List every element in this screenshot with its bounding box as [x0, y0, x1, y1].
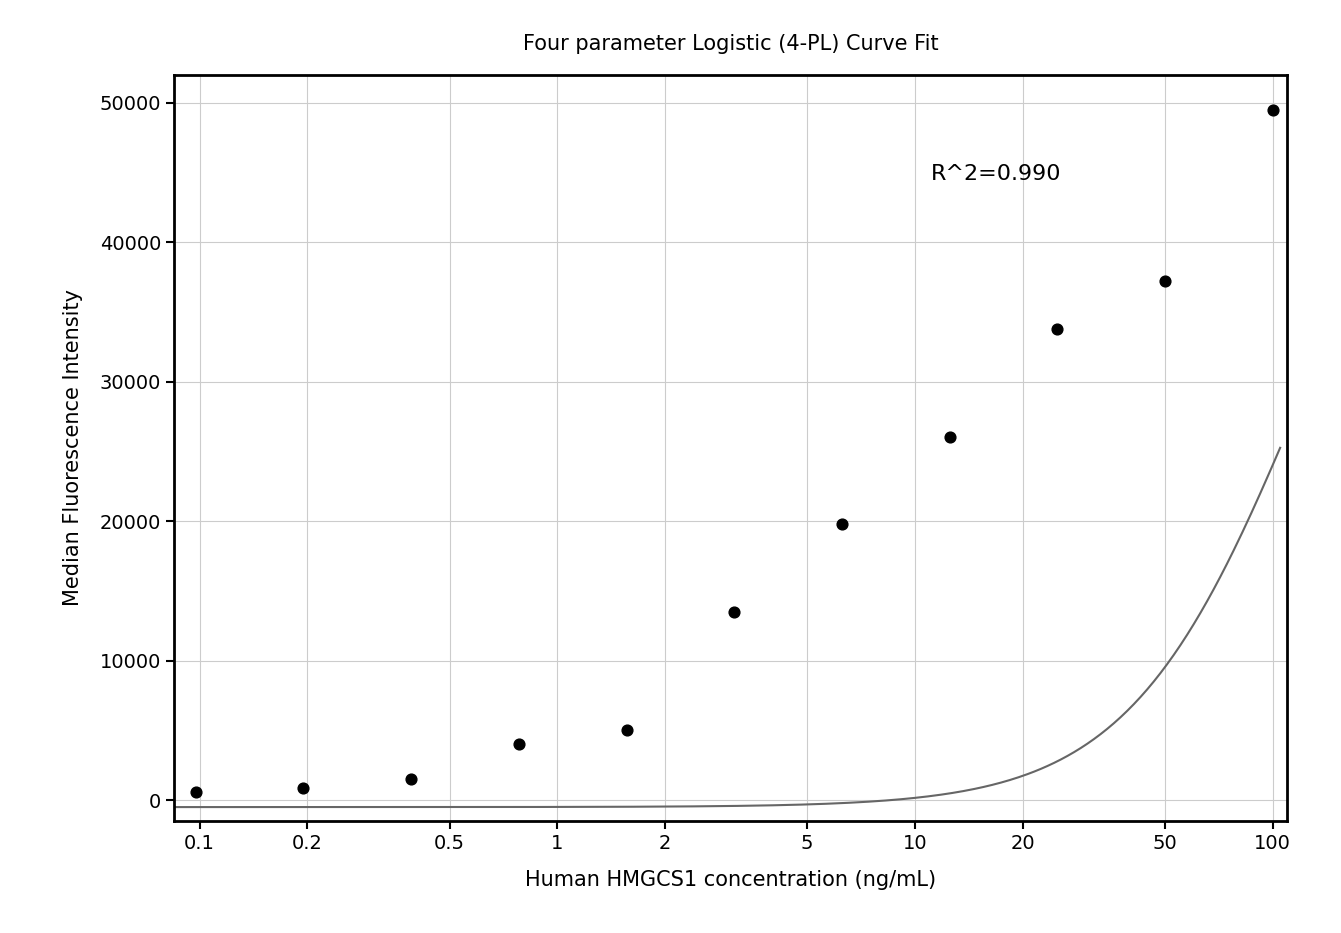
Title: Four parameter Logistic (4-PL) Curve Fit: Four parameter Logistic (4-PL) Curve Fit — [523, 34, 939, 53]
Y-axis label: Median Fluorescence Intensity: Median Fluorescence Intensity — [63, 289, 83, 606]
Text: R^2=0.990: R^2=0.990 — [931, 164, 1062, 184]
Point — [1046, 321, 1067, 336]
Point — [292, 781, 314, 796]
Point — [1155, 273, 1176, 288]
Point — [1262, 102, 1283, 117]
Point — [616, 723, 637, 738]
Point — [508, 737, 530, 752]
Point — [401, 772, 422, 787]
X-axis label: Human HMGCS1 concentration (ng/mL): Human HMGCS1 concentration (ng/mL) — [526, 870, 936, 890]
Point — [831, 516, 853, 531]
Point — [724, 605, 746, 620]
Point — [185, 785, 207, 800]
Point — [939, 430, 960, 445]
